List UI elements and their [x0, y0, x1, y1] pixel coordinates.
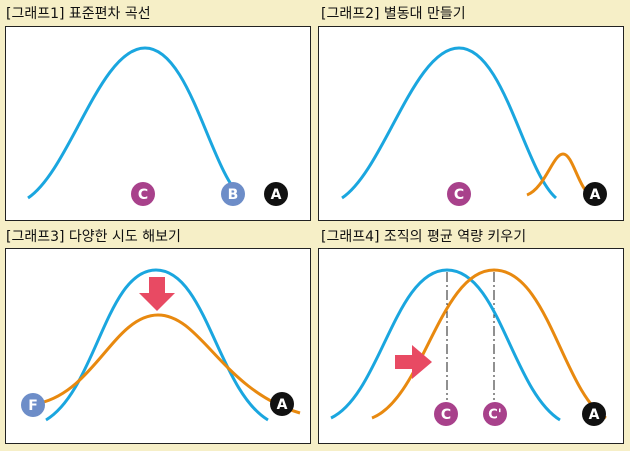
svg-text:A: A — [271, 187, 282, 203]
panel-3-badge-a: A — [270, 392, 294, 416]
panel-4-graph: C C' A — [330, 268, 607, 426]
panel-4-orange-curve — [371, 268, 607, 420]
panel-1-blue-curve — [27, 46, 244, 200]
panel-4-badge-c-prime: C' — [483, 402, 507, 426]
svg-text:C': C' — [488, 408, 502, 423]
down-arrow-icon — [139, 277, 175, 311]
svg-text:A: A — [589, 407, 600, 423]
panel-3-title: [그래프3] 다양한 시도 해보기 — [6, 229, 181, 245]
panel-1-badge-b: B — [221, 182, 245, 206]
panel-2-orange-curve — [526, 152, 593, 199]
panel-2-graph: C A — [341, 46, 607, 206]
panel-3-graph: F A — [21, 268, 301, 422]
panel-4-badge-c: C — [434, 402, 458, 426]
panel-2-blue-curve — [341, 46, 558, 200]
panel-3-blue-curve — [45, 268, 269, 422]
panel-2-title: [그래프2] 별동대 만들기 — [321, 6, 466, 22]
panel-1-frame — [5, 26, 311, 221]
panel-4-title: [그래프4] 조직의 평균 역량 키우기 — [321, 229, 527, 245]
right-arrow-icon — [395, 345, 432, 379]
svg-text:C: C — [138, 187, 148, 203]
panel-1-badge-c: C — [131, 182, 155, 206]
svg-text:C: C — [454, 187, 464, 203]
panel-4-blue-curve — [330, 268, 561, 422]
svg-text:A: A — [590, 187, 601, 203]
panel-2-frame — [318, 26, 624, 221]
panel-2-badge-a: A — [583, 182, 607, 206]
svg-text:A: A — [277, 397, 288, 413]
panel-1-badge-a: A — [264, 182, 288, 206]
panel-4-badge-a: A — [582, 402, 606, 426]
svg-text:B: B — [228, 187, 239, 203]
panel-3-badge-f: F — [21, 393, 45, 417]
panel-1-graph: C B A — [27, 46, 288, 206]
panel-1-title: [그래프1] 표준편차 곡선 — [6, 6, 151, 22]
svg-text:C: C — [441, 407, 451, 423]
svg-text:F: F — [28, 398, 38, 414]
panel-2-badge-c: C — [447, 182, 471, 206]
panel-3-orange-curve — [39, 313, 301, 415]
